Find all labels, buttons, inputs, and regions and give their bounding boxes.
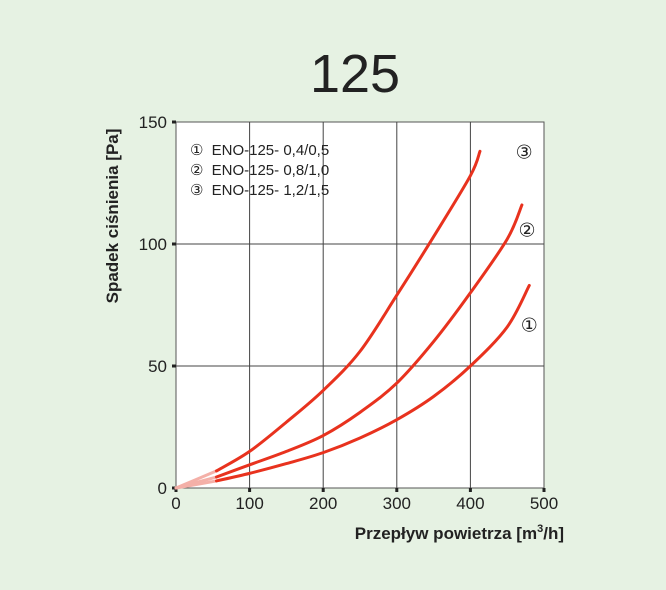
axis-ticks: 0 100 200 300 400 500 0 50 100 150 bbox=[139, 113, 559, 513]
x-tick-label-400: 400 bbox=[456, 494, 484, 513]
grid-lines bbox=[176, 122, 544, 488]
series-1-curve bbox=[214, 283, 531, 483]
x-tick-label-500: 500 bbox=[530, 494, 558, 513]
series-3-faint-segment bbox=[174, 469, 218, 490]
x-tick-label-300: 300 bbox=[383, 494, 411, 513]
x-axis-label-main: Przepływ powietrza [m bbox=[355, 524, 537, 543]
y-tick-label-0: 0 bbox=[158, 479, 167, 498]
plot-frame bbox=[175, 121, 545, 489]
legend-item-2: ② ENO-125- 0,8/1,0 bbox=[190, 162, 329, 179]
series-2-curve bbox=[214, 203, 524, 479]
curve-labels: ① ② ③ bbox=[516, 142, 538, 336]
legend-item-3: ③ ENO-125- 1,2/1,5 bbox=[190, 182, 329, 199]
x-tick-label-0: 0 bbox=[171, 494, 180, 513]
legend-label-3: ENO-125- 1,2/1,5 bbox=[212, 182, 330, 199]
legend-item-1: ① ENO-125- 0,4/0,5 bbox=[190, 142, 329, 159]
legend-label-2: ENO-125- 0,8/1,0 bbox=[212, 162, 330, 179]
legend-marker-1: ① bbox=[190, 142, 203, 159]
y-axis-label: Spadek ciśnienia [Pa] bbox=[103, 129, 122, 304]
curve-label-3: ③ bbox=[516, 142, 533, 163]
x-axis-label-tail: /h] bbox=[543, 524, 564, 543]
x-axis-label: Przepływ powietrza [m3/h] bbox=[355, 523, 564, 543]
x-tick-label-200: 200 bbox=[309, 494, 337, 513]
legend-marker-2: ② bbox=[190, 162, 203, 179]
curve-label-1: ① bbox=[521, 316, 538, 337]
series-curves bbox=[174, 149, 531, 490]
curve-label-2: ② bbox=[519, 220, 536, 241]
legend-marker-3: ③ bbox=[190, 182, 203, 199]
y-tick-label-100: 100 bbox=[139, 235, 167, 254]
y-tick-label-50: 50 bbox=[148, 357, 167, 376]
series-3-curve bbox=[214, 149, 482, 473]
chart-title: 125 bbox=[310, 44, 400, 104]
x-axis-label-sup: 3 bbox=[537, 523, 543, 535]
legend-label-1: ENO-125- 0,4/0,5 bbox=[212, 142, 330, 159]
legend: ① ENO-125- 0,4/0,5 ② ENO-125- 0,8/1,0 ③ … bbox=[190, 142, 329, 199]
x-tick-label-100: 100 bbox=[235, 494, 263, 513]
y-tick-label-150: 150 bbox=[139, 113, 167, 132]
